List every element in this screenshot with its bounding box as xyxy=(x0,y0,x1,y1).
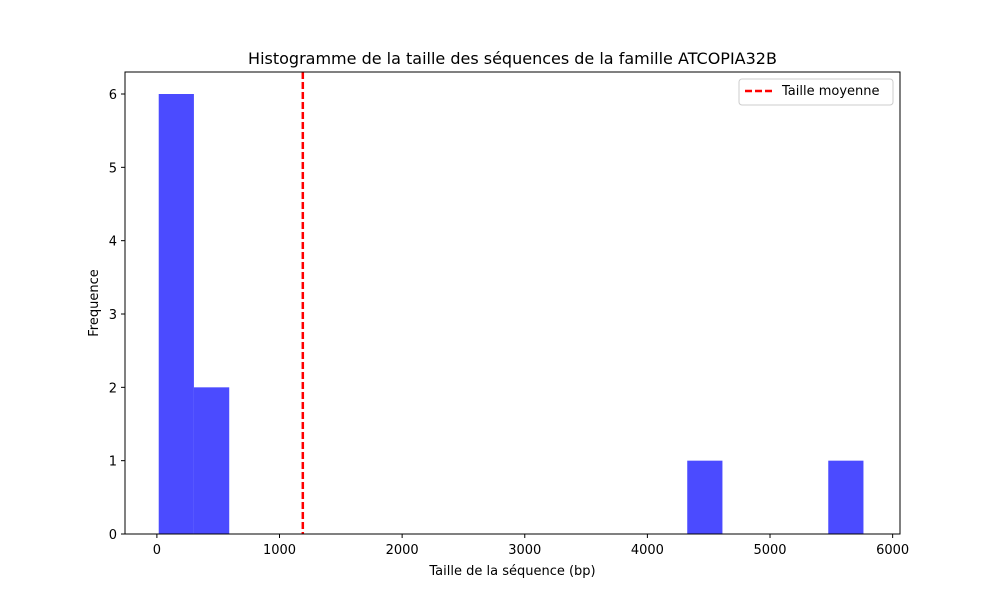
x-tick-label: 1000 xyxy=(263,543,296,558)
x-tick-label: 4000 xyxy=(631,543,664,558)
y-tick-label: 6 xyxy=(109,88,117,103)
legend-label-mean: Taille moyenne xyxy=(781,84,880,99)
x-tick-label: 0 xyxy=(153,543,161,558)
legend: Taille moyenne xyxy=(738,78,894,106)
histogram-bar-4 xyxy=(828,460,864,534)
x-tick-label: 6000 xyxy=(876,543,909,558)
x-tick-label: 3000 xyxy=(508,543,541,558)
legend-box xyxy=(738,78,894,106)
bars-layer xyxy=(158,94,864,534)
x-axis-label: Taille de la séquence (bp) xyxy=(428,564,595,579)
y-tick-label: 4 xyxy=(109,235,117,250)
y-axis-label: Frequence xyxy=(87,269,102,336)
y-tick-label: 3 xyxy=(109,308,117,323)
y-axis-ticks: 0 1 2 3 4 5 6 xyxy=(109,88,125,543)
histogram-bar-3 xyxy=(687,460,723,534)
y-tick-label: 2 xyxy=(109,381,117,396)
x-tick-label: 2000 xyxy=(386,543,419,558)
y-tick-label: 0 xyxy=(109,528,117,543)
x-axis-ticks: 0 1000 2000 3000 4000 5000 6000 xyxy=(153,534,909,558)
histogram-bar-2 xyxy=(193,387,230,534)
y-tick-label: 5 xyxy=(109,161,117,176)
plot-frame xyxy=(124,71,901,535)
x-tick-label: 5000 xyxy=(753,543,786,558)
histogram-bar-1 xyxy=(158,94,194,534)
chart-title: Histogramme de la taille des séquences d… xyxy=(248,49,777,68)
y-tick-label: 1 xyxy=(109,455,117,470)
